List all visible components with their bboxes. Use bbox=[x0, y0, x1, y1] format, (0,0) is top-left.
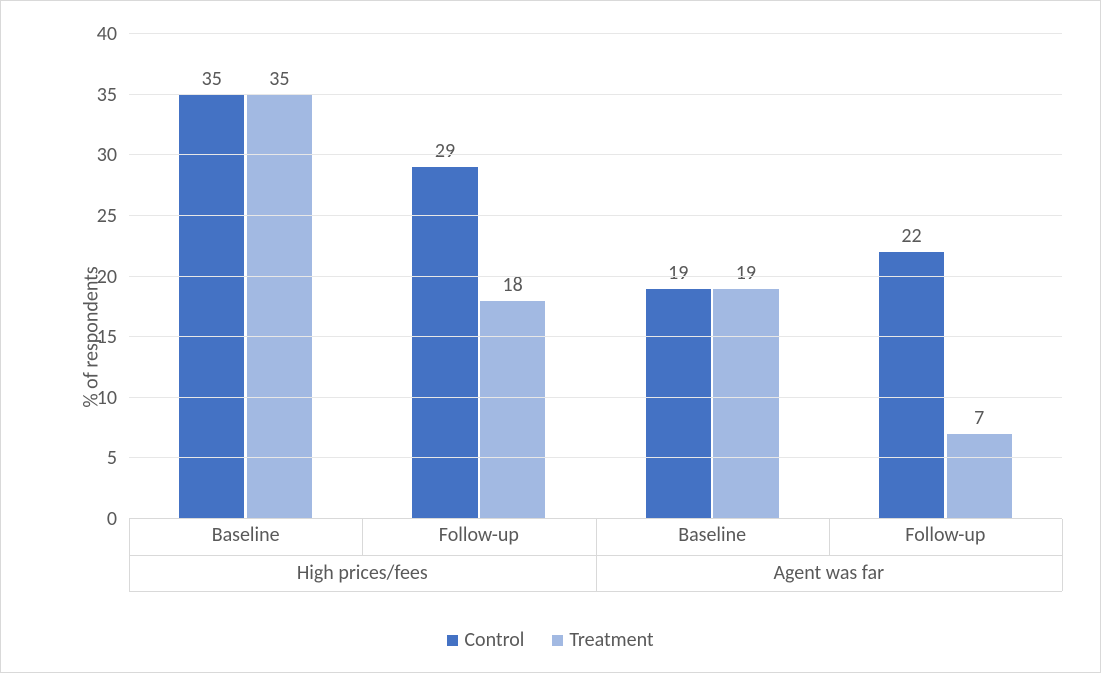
gridline bbox=[129, 215, 1062, 216]
gridline bbox=[129, 94, 1062, 95]
legend-item: Treatment bbox=[552, 628, 653, 652]
bar-value-label: 35 bbox=[269, 67, 289, 91]
x-group-label: Follow-up bbox=[905, 523, 985, 547]
y-tick-label: 30 bbox=[97, 143, 117, 167]
gridline bbox=[129, 33, 1062, 34]
y-tick-label: 20 bbox=[97, 265, 117, 289]
bar: 35 bbox=[179, 95, 244, 519]
x-group-label: Baseline bbox=[678, 523, 746, 547]
bars-layer: 353529181919227 bbox=[129, 34, 1062, 519]
gridline bbox=[129, 336, 1062, 337]
bar-value-label: 29 bbox=[435, 139, 455, 163]
y-tick-label: 40 bbox=[97, 22, 117, 46]
y-tick-label: 10 bbox=[97, 386, 117, 410]
bar: 18 bbox=[480, 301, 545, 519]
x-axis-divider bbox=[362, 519, 363, 555]
x-axis-divider bbox=[829, 519, 830, 555]
bar: 35 bbox=[247, 95, 312, 519]
legend-label: Control bbox=[464, 628, 524, 652]
x-axis-divider bbox=[1062, 519, 1063, 555]
y-tick-label: 0 bbox=[107, 507, 117, 531]
legend: Control Treatment bbox=[9, 628, 1092, 652]
legend-swatch bbox=[447, 635, 458, 646]
bar-value-label: 35 bbox=[202, 67, 222, 91]
x-group-label: Follow-up bbox=[439, 523, 519, 547]
bar: 7 bbox=[947, 434, 1012, 519]
gridline bbox=[129, 276, 1062, 277]
x-axis-divider bbox=[1062, 555, 1063, 591]
x-axis-divider bbox=[129, 519, 130, 555]
bar-value-label: 19 bbox=[736, 261, 756, 285]
x-axis-divider bbox=[129, 591, 1062, 592]
x-axis-divider bbox=[129, 555, 130, 591]
bar-value-label: 7 bbox=[974, 406, 984, 430]
legend-item: Control bbox=[447, 628, 524, 652]
chart-container: % of respondents 353529181919227 0510152… bbox=[0, 0, 1101, 673]
x-super-group-label: High prices/fees bbox=[297, 561, 428, 585]
gridline bbox=[129, 397, 1062, 398]
gridline bbox=[129, 154, 1062, 155]
bar-value-label: 19 bbox=[668, 261, 688, 285]
bar: 19 bbox=[713, 289, 778, 519]
x-group-label: Baseline bbox=[212, 523, 280, 547]
y-tick-label: 5 bbox=[107, 446, 117, 470]
x-axis-divider bbox=[596, 555, 597, 591]
chart-inner: % of respondents 353529181919227 0510152… bbox=[9, 9, 1092, 664]
x-axis-area: Baseline Follow-up Baseline Follow-up High p… bbox=[129, 519, 1062, 604]
bar: 29 bbox=[412, 167, 477, 519]
gridline bbox=[129, 457, 1062, 458]
bar-value-label: 22 bbox=[901, 224, 921, 248]
plot-area: 353529181919227 0510152025303540 bbox=[129, 34, 1062, 519]
bar: 19 bbox=[646, 289, 711, 519]
bar: 22 bbox=[879, 252, 944, 519]
x-super-group-label: Agent was far bbox=[773, 561, 884, 585]
y-tick-label: 25 bbox=[97, 204, 117, 228]
legend-label: Treatment bbox=[569, 628, 653, 652]
y-tick-label: 15 bbox=[97, 325, 117, 349]
legend-swatch bbox=[552, 635, 563, 646]
y-tick-label: 35 bbox=[97, 83, 117, 107]
x-axis-divider bbox=[596, 519, 597, 555]
